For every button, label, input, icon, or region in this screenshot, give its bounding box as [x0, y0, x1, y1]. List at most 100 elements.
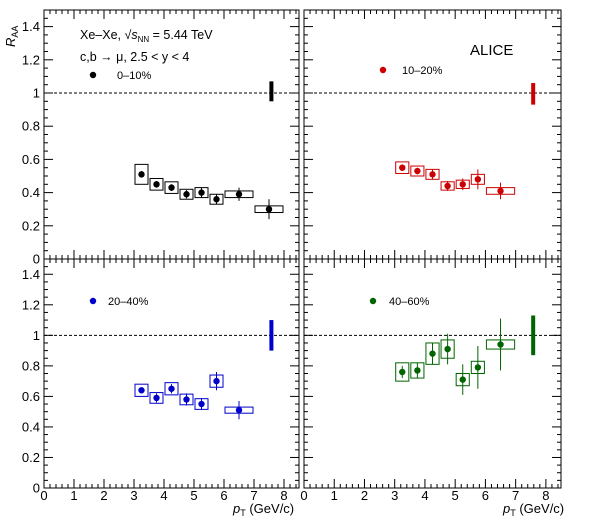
data-marker: [153, 181, 160, 188]
data-point: [410, 362, 425, 379]
data-point: [440, 333, 455, 365]
normalisation-uncertainty-bar: [531, 315, 536, 356]
y-tick-label: 0.8: [22, 119, 40, 134]
data-marker: [235, 406, 243, 414]
y-tick-label: 0.2: [22, 218, 40, 233]
data-marker: [213, 196, 220, 203]
y-tick-label: 1.2: [22, 52, 40, 67]
y-tick-label: 0: [33, 252, 40, 267]
data-marker: [444, 182, 451, 190]
x-axis-label-left: pT (GeV/c): [232, 501, 294, 518]
experiment-label: ALICE: [470, 42, 513, 59]
y-tick-label: 1.4: [22, 19, 40, 34]
systematic-box: [149, 177, 164, 191]
x-tick-label: 2: [361, 488, 368, 503]
data-point: [485, 318, 516, 371]
data-marker: [198, 189, 205, 196]
data-point: [410, 165, 425, 177]
y-tick-label: 1.2: [22, 297, 40, 312]
data-point: [455, 178, 470, 191]
x-tick-label: 5: [452, 488, 459, 503]
data-marker: [198, 400, 205, 408]
x-tick-label: 3: [130, 488, 137, 503]
data-marker: [138, 171, 145, 178]
data-point: [134, 163, 149, 185]
data-marker: [235, 191, 243, 198]
systematic-box: [410, 165, 425, 177]
sqrt-subscript: NN: [138, 35, 150, 44]
legend-label-20-40: 20–40%: [108, 296, 149, 308]
data-marker: [168, 184, 175, 191]
systematic-box: [164, 382, 179, 396]
data-marker: [265, 206, 273, 213]
data-point: [179, 188, 194, 200]
data-marker: [399, 164, 406, 171]
x-tick-label: 8: [542, 488, 549, 503]
legend-marker-10-20: [379, 66, 387, 74]
panel-0: [43, 9, 300, 260]
x-tick-label: 1: [331, 488, 338, 503]
data-marker: [444, 345, 451, 353]
data-point: [194, 187, 209, 199]
y-tick-label: 0: [33, 481, 40, 496]
panel-3: [303, 258, 562, 489]
data-marker: [474, 176, 482, 183]
data-marker: [474, 364, 482, 371]
y-tick-label: 0.6: [22, 389, 40, 404]
systematic-box: [164, 181, 179, 194]
sqrt-symbol: √: [124, 28, 131, 42]
systematic-box: [134, 383, 149, 397]
data-point: [194, 397, 209, 411]
normalisation-uncertainty-bar: [269, 81, 274, 102]
x-tick-label: 1: [70, 488, 77, 503]
data-marker: [414, 167, 421, 175]
x-tick-label: 2: [100, 488, 107, 503]
data-point: [470, 346, 485, 389]
data-marker: [414, 367, 421, 374]
data-marker: [183, 191, 190, 198]
x-tick-label: 3: [391, 488, 398, 503]
data-marker: [497, 187, 504, 195]
sqrt-variable: s: [131, 28, 137, 42]
legend-label-0-10: 0–10%: [117, 70, 151, 82]
systematic-box: [395, 362, 410, 382]
systematic-box: [149, 392, 164, 404]
data-point: [440, 180, 455, 191]
data-point: [209, 371, 224, 391]
x-axis-label-right: pT (GeV/c): [502, 501, 564, 518]
data-marker: [497, 341, 504, 348]
systematic-box: [179, 188, 194, 200]
x-tick-label: 0: [300, 488, 307, 503]
data-point: [134, 383, 149, 397]
y-tick-label: 0.2: [22, 450, 40, 465]
legend-marker-0-10: [89, 71, 97, 79]
legend-label-40-60: 40–60%: [389, 296, 430, 308]
selection-label: c,b → μ, 2.5 < y < 4: [80, 50, 189, 64]
y-tick-label: 1: [33, 86, 40, 101]
data-point: [254, 199, 284, 220]
data-point: [149, 392, 164, 404]
data-point: [425, 342, 440, 365]
data-marker: [459, 376, 466, 383]
panel-2: [43, 258, 300, 489]
normalisation-uncertainty-bar: [269, 320, 274, 351]
x-tick-label: 7: [250, 488, 257, 503]
y-tick-label: 0.4: [22, 419, 40, 434]
y-axis-label: RAA: [3, 26, 20, 47]
x-tick-label: 6: [220, 488, 227, 503]
data-point: [455, 364, 470, 395]
legend-label-10-20: 10–20%: [402, 65, 443, 77]
data-point: [224, 187, 254, 201]
data-point: [164, 181, 179, 194]
x-tick-label: 8: [280, 488, 287, 503]
y-tick-label: 1: [33, 328, 40, 343]
x-tick-label: 6: [482, 488, 489, 503]
data-marker: [138, 387, 145, 394]
data-point: [224, 400, 254, 420]
data-point: [149, 177, 164, 191]
data-marker: [399, 368, 406, 376]
data-point: [164, 382, 179, 396]
data-marker: [429, 171, 436, 178]
data-marker: [213, 377, 220, 385]
